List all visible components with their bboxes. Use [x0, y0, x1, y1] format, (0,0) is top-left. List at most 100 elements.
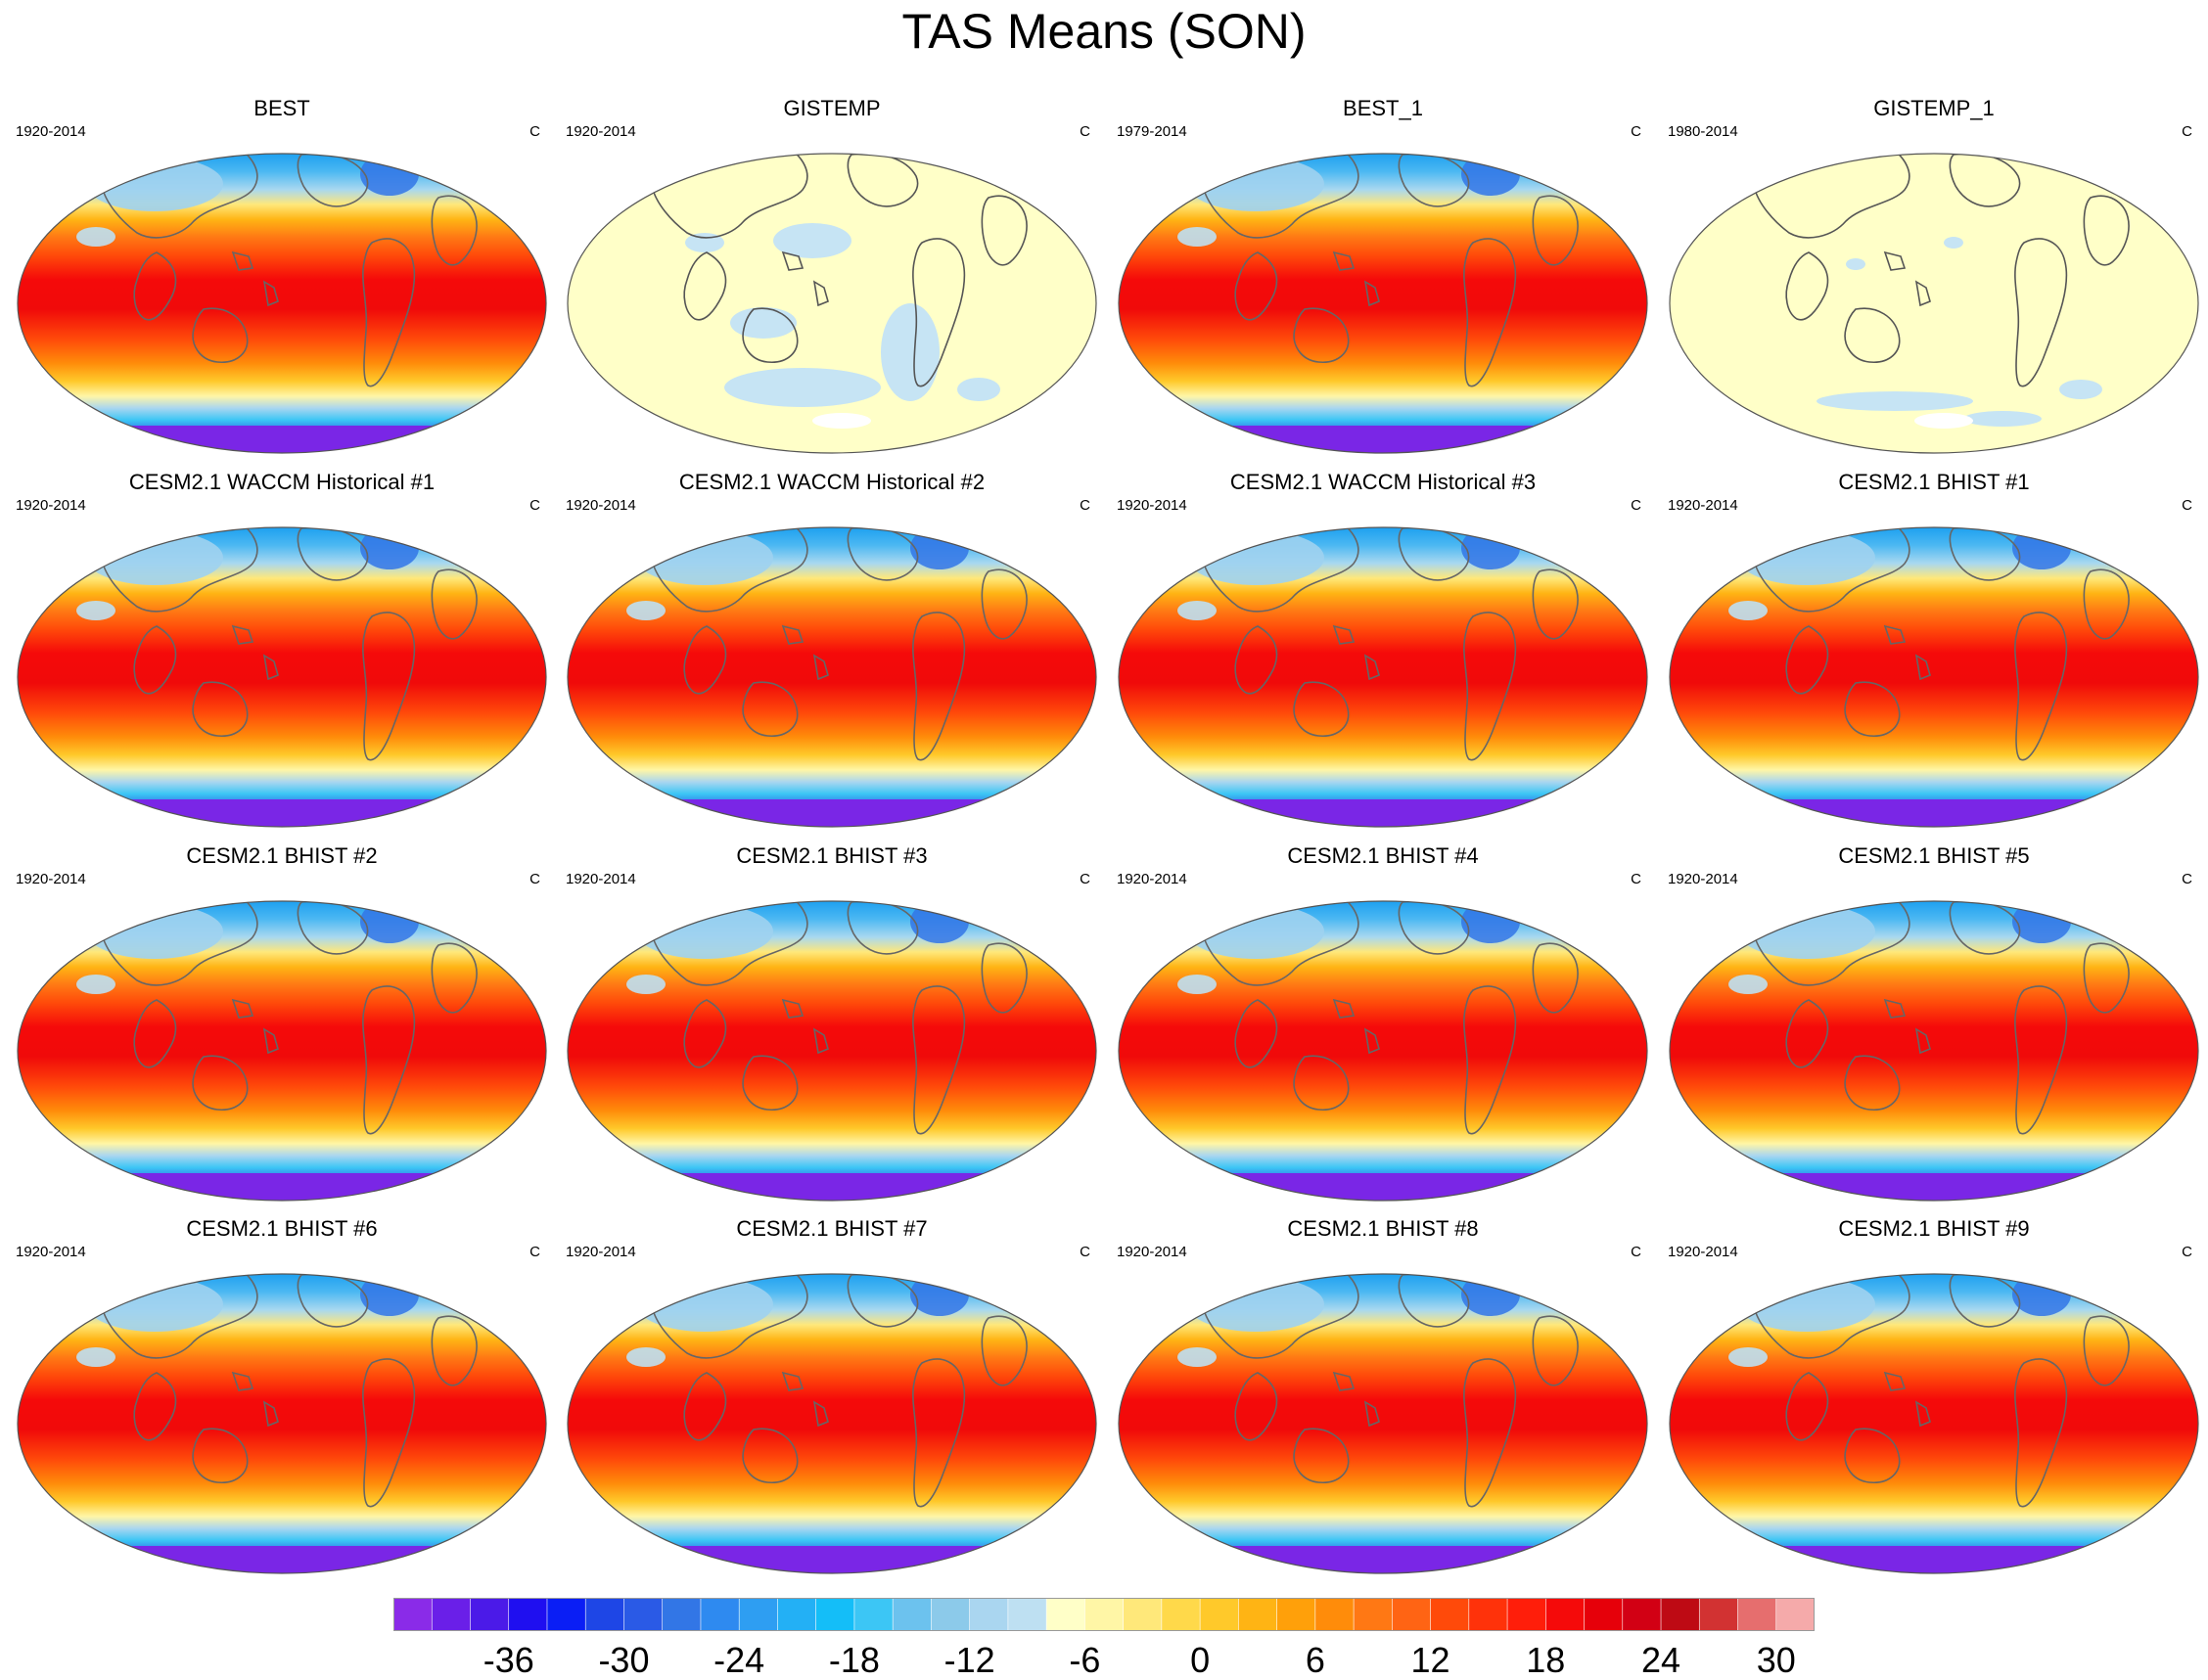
colorbar-tick-label: -12 [944, 1640, 995, 1680]
map-panel: BEST 1920-2014 C [8, 96, 556, 468]
colorbar-tick-label: -30 [598, 1640, 649, 1680]
map-projection [1669, 153, 2199, 454]
panel-unit: C [1631, 497, 1641, 514]
map-panel: CESM2.1 BHIST #3 1920-2014 C [558, 843, 1106, 1215]
colorbar-swatch [931, 1598, 971, 1632]
colorbar-swatch [393, 1598, 434, 1632]
map-projection [1669, 526, 2199, 828]
panel-title: CESM2.1 BHIST #6 [186, 1216, 378, 1241]
panel-unit: C [1080, 123, 1090, 140]
panel-unit: C [1080, 871, 1090, 887]
colorbar-swatch [1506, 1598, 1547, 1632]
map-projection [1669, 900, 2199, 1202]
figure-title: TAS Means (SON) [901, 4, 1307, 59]
panel-title: BEST [253, 96, 310, 120]
map-projection [17, 900, 547, 1202]
panel-unit: C [529, 1244, 540, 1260]
colorbar-tick-label: 30 [1757, 1640, 1796, 1680]
colorbar-swatch [1622, 1598, 1662, 1632]
colorbar-tick-label: -24 [713, 1640, 764, 1680]
panel-title: GISTEMP [783, 96, 881, 120]
map-projection [1118, 153, 1648, 454]
map-panel: CESM2.1 BHIST #7 1920-2014 C [558, 1216, 1106, 1588]
colorbar: -36-30-24-18-12-6061218243036 [393, 1598, 1815, 1680]
colorbar-swatch [1544, 1598, 1586, 1632]
panel-unit: C [1080, 1244, 1090, 1260]
panel-title: CESM2.1 WACCM Historical #3 [1229, 470, 1537, 494]
panel-title: CESM2.1 BHIST #2 [186, 843, 378, 868]
map-panel: BEST_1 1979-2014 C [1109, 96, 1657, 468]
panel-title: GISTEMP_1 [1873, 96, 1995, 120]
panel-period: 1920-2014 [1668, 497, 1738, 514]
colorbar-tick-label: 6 [1306, 1640, 1325, 1680]
colorbar-swatch [546, 1598, 587, 1632]
colorbar-swatch [1161, 1598, 1201, 1632]
panel-period: 1979-2014 [1117, 123, 1187, 140]
panel-unit: C [1631, 123, 1641, 140]
panel-title: CESM2.1 BHIST #7 [736, 1216, 928, 1241]
colorbar-swatch [431, 1598, 472, 1632]
panel-period: 1920-2014 [1117, 871, 1187, 887]
colorbar-swatch [1737, 1598, 1777, 1632]
colorbar-tick-label: -36 [483, 1640, 534, 1680]
colorbar-swatch [853, 1598, 894, 1632]
colorbar-swatch [1199, 1598, 1240, 1632]
map-projection [1118, 900, 1648, 1202]
panel-title: CESM2.1 BHIST #3 [736, 843, 928, 868]
colorbar-swatch [1468, 1598, 1508, 1632]
colorbar-swatch [1430, 1598, 1470, 1632]
map-projection [567, 900, 1097, 1202]
colorbar-swatch [969, 1598, 1009, 1632]
colorbar-swatch [623, 1598, 664, 1632]
panel-title: CESM2.1 WACCM Historical #2 [678, 470, 986, 494]
map-panel: CESM2.1 BHIST #9 1920-2014 C [1660, 1216, 2208, 1588]
colorbar-swatch [738, 1598, 779, 1632]
panel-unit: C [529, 871, 540, 887]
map-panel: CESM2.1 BHIST #2 1920-2014 C [8, 843, 556, 1215]
panel-unit: C [1631, 1244, 1641, 1260]
map-panel: CESM2.1 BHIST #4 1920-2014 C [1109, 843, 1657, 1215]
map-projection [1669, 1273, 2199, 1574]
colorbar-tick-label: 0 [1190, 1640, 1210, 1680]
panel-unit: C [1631, 871, 1641, 887]
colorbar-swatch [1314, 1598, 1355, 1632]
panel-unit: C [529, 123, 540, 140]
map-panel: GISTEMP_1 1980-2014 C [1660, 96, 2208, 468]
colorbar-swatch [1660, 1598, 1701, 1632]
colorbar-tick-label: -6 [1069, 1640, 1100, 1680]
colorbar-swatch [700, 1598, 740, 1632]
panel-title: CESM2.1 BHIST #8 [1287, 1216, 1479, 1241]
colorbar-swatch [815, 1598, 855, 1632]
panel-unit: C [2182, 1244, 2192, 1260]
panel-unit: C [2182, 871, 2192, 887]
map-panel: GISTEMP 1920-2014 C [558, 96, 1106, 468]
colorbar-tick-label: 24 [1641, 1640, 1680, 1680]
panel-period: 1920-2014 [1668, 871, 1738, 887]
colorbar-swatch [1775, 1598, 1815, 1632]
panel-period: 1920-2014 [566, 871, 636, 887]
panel-period: 1980-2014 [1668, 123, 1738, 140]
map-projection [567, 153, 1097, 454]
map-panel: CESM2.1 BHIST #5 1920-2014 C [1660, 843, 2208, 1215]
colorbar-swatch [777, 1598, 817, 1632]
panel-title: CESM2.1 BHIST #9 [1838, 1216, 2030, 1241]
panel-title: BEST_1 [1343, 96, 1423, 120]
colorbar-swatch [892, 1598, 933, 1632]
panel-period: 1920-2014 [16, 1244, 86, 1260]
panel-period: 1920-2014 [1668, 1244, 1738, 1260]
map-projection [1118, 526, 1648, 828]
panel-period: 1920-2014 [566, 1244, 636, 1260]
map-projection [567, 1273, 1097, 1574]
map-projection [17, 1273, 547, 1574]
colorbar-swatch [1392, 1598, 1432, 1632]
panel-unit: C [1080, 497, 1090, 514]
panel-title: CESM2.1 BHIST #5 [1838, 843, 2030, 868]
panel-period: 1920-2014 [566, 497, 636, 514]
map-panel: CESM2.1 WACCM Historical #3 1920-2014 C [1109, 470, 1657, 841]
panel-unit: C [529, 497, 540, 514]
map-panel: CESM2.1 BHIST #1 1920-2014 C [1660, 470, 2208, 841]
panel-title: CESM2.1 BHIST #1 [1838, 470, 2030, 494]
map-projection [1118, 1273, 1648, 1574]
colorbar-swatch [470, 1598, 510, 1632]
map-panel: CESM2.1 WACCM Historical #2 1920-2014 C [558, 470, 1106, 841]
